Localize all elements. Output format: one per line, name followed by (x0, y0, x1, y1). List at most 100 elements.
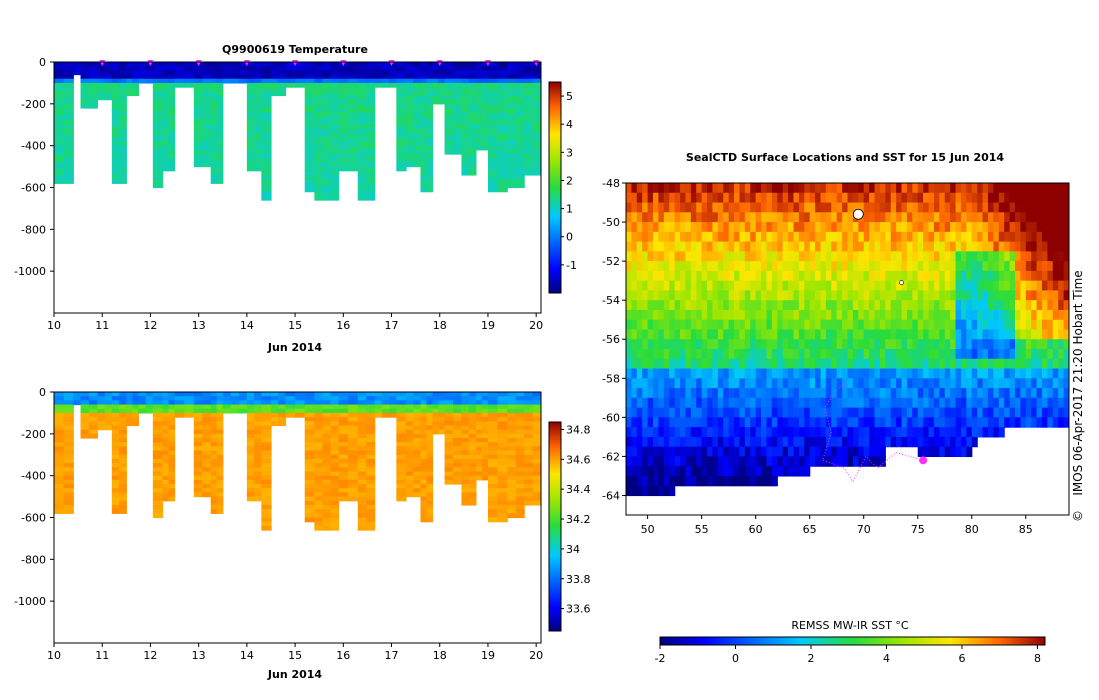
section-cell (507, 174, 517, 180)
sst-cell (696, 309, 703, 321)
section-cell (389, 66, 397, 71)
sst-cell (701, 319, 708, 331)
section-cell (497, 87, 508, 92)
section-cell (145, 396, 154, 401)
section-cell (468, 458, 477, 464)
section-cell (261, 404, 272, 410)
section-cell (515, 417, 525, 422)
sst-cell (674, 388, 681, 399)
sst-cell (647, 388, 654, 399)
sst-cell (836, 231, 843, 243)
sst-cell (696, 251, 703, 262)
sst-cell (766, 280, 773, 292)
section-cell (338, 492, 349, 498)
section-cell (348, 154, 359, 159)
section-cell (432, 408, 440, 414)
section-cell (119, 137, 127, 143)
section-cell (524, 137, 534, 143)
sst-cell (680, 446, 687, 458)
section-cell (132, 392, 139, 397)
sst-cell (696, 446, 703, 458)
sst-cell (971, 202, 978, 213)
sst-cell (836, 427, 843, 438)
sst-cell (690, 329, 697, 340)
colorbar-segment (549, 229, 561, 232)
section-cell (222, 400, 232, 406)
sst-cell (788, 231, 795, 243)
section-cell (202, 488, 212, 493)
section-cell (420, 149, 428, 155)
section-cell (481, 74, 489, 80)
sst-cell (647, 407, 654, 418)
section-cell (515, 475, 525, 481)
section-cell (348, 475, 359, 481)
section-cell (461, 496, 470, 502)
section-cell (420, 166, 428, 172)
sst-cell (798, 427, 805, 438)
sst-cell (626, 183, 632, 194)
sst-cell (987, 231, 994, 243)
section-cell (357, 488, 367, 493)
colorbar-segment (549, 264, 561, 268)
section-cell (193, 158, 203, 163)
colorbar-tick-label: 3 (566, 146, 573, 159)
section-cell (420, 412, 428, 418)
section-cell (202, 392, 212, 397)
section-cell (246, 484, 255, 489)
section-cell (184, 404, 195, 410)
section-cell (507, 70, 517, 76)
sst-cell (626, 192, 632, 204)
section-cell (481, 421, 489, 427)
sst-cell (831, 270, 838, 282)
sst-cell (896, 309, 903, 321)
section-cell (119, 145, 127, 151)
section-cell (322, 120, 332, 126)
section-cell (461, 137, 470, 143)
section-cell (80, 429, 90, 435)
section-cell (357, 91, 367, 97)
section-cell (487, 66, 499, 71)
sst-cell (885, 222, 892, 233)
section-cell (145, 70, 154, 76)
section-cell (338, 66, 349, 71)
section-cell (63, 425, 74, 431)
sst-cell (906, 329, 913, 340)
colorbar-segment (549, 448, 561, 451)
sst-cell (755, 388, 762, 399)
section-cell (426, 124, 434, 130)
sst-cell (998, 309, 1005, 321)
section-cell (507, 91, 517, 97)
section-cell (438, 400, 446, 406)
sst-cell (971, 261, 978, 272)
sst-cell (739, 388, 746, 399)
colorbar-segment (549, 489, 561, 493)
section-cell (420, 141, 428, 147)
section-cell (216, 496, 224, 502)
sst-cell (906, 251, 913, 262)
section-cell (348, 103, 359, 109)
sst-cell (717, 339, 724, 350)
section-cell (524, 500, 534, 506)
sst-cell (982, 329, 989, 340)
section-cell (104, 400, 113, 406)
colorbar-segment (549, 573, 561, 576)
section-cell (453, 62, 463, 67)
sst-cell (793, 202, 800, 213)
section-cell (210, 484, 218, 489)
section-cell (104, 91, 113, 97)
sst-cell (647, 241, 654, 252)
section-cell (444, 400, 454, 406)
sst-cell (842, 407, 849, 418)
section-cell (461, 87, 470, 92)
sst-cell (739, 378, 746, 389)
section-cell (426, 475, 434, 481)
section-cell (487, 166, 499, 172)
section-cell (524, 91, 534, 97)
section-cell (357, 187, 367, 193)
sst-cell (896, 368, 903, 379)
section-cell (366, 66, 376, 71)
section-cell (453, 392, 463, 397)
section-cell (453, 471, 463, 477)
sst-cell (847, 417, 854, 428)
section-cell (314, 162, 324, 168)
